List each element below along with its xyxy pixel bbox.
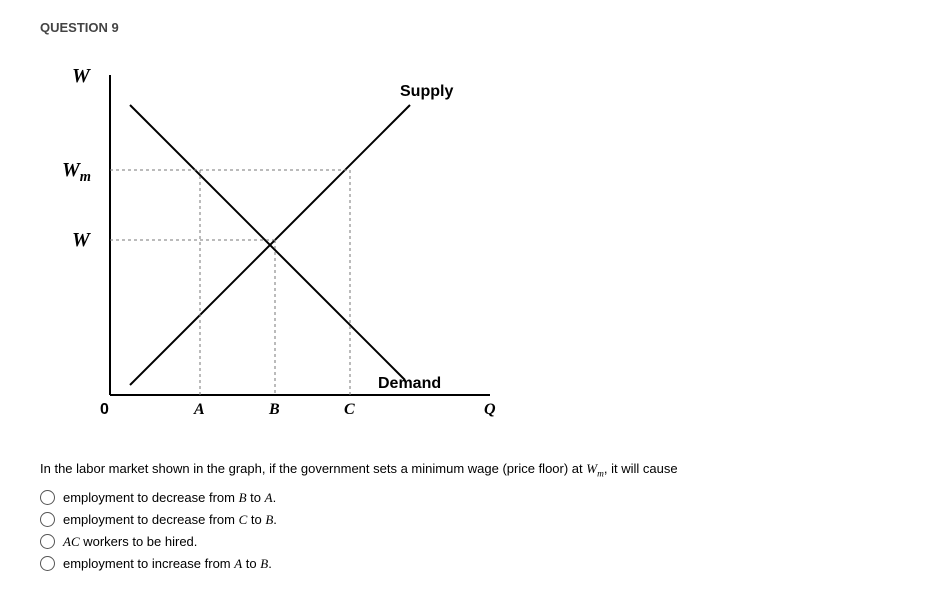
labor-market-chart: W Wm W 0 A B C Q Supply Demand bbox=[50, 55, 570, 435]
prompt-var-sub: m bbox=[597, 470, 604, 480]
answer-option[interactable]: AC workers to be hired. bbox=[40, 534, 891, 550]
radio-button[interactable] bbox=[40, 512, 55, 527]
radio-button[interactable] bbox=[40, 534, 55, 549]
answer-option[interactable]: employment to decrease from B to A. bbox=[40, 490, 891, 506]
option-text: employment to increase from A to B. bbox=[63, 556, 272, 572]
demand-label: Demand bbox=[378, 375, 441, 393]
y-axis-top-label: W bbox=[72, 65, 90, 88]
answer-options: employment to decrease from B to A. emplo… bbox=[40, 490, 891, 572]
x-label-c: C bbox=[344, 401, 355, 419]
radio-button[interactable] bbox=[40, 490, 55, 505]
w-level-label: W bbox=[72, 229, 90, 252]
option-text: AC workers to be hired. bbox=[63, 534, 197, 550]
x-axis-end-label: Q bbox=[484, 401, 496, 419]
wm-label-main: W bbox=[62, 159, 80, 181]
demand-curve bbox=[130, 105, 405, 380]
answer-option[interactable]: employment to increase from A to B. bbox=[40, 556, 891, 572]
question-prompt: In the labor market shown in the graph, … bbox=[40, 459, 891, 482]
prompt-var: W bbox=[586, 461, 597, 476]
option-text: employment to decrease from C to B. bbox=[63, 512, 277, 528]
prompt-suffix: , it will cause bbox=[604, 461, 678, 476]
prompt-prefix: In the labor market shown in the graph, … bbox=[40, 461, 586, 476]
x-label-a: A bbox=[194, 401, 205, 419]
supply-label: Supply bbox=[400, 83, 453, 101]
question-title: QUESTION 9 bbox=[40, 20, 891, 35]
option-text: employment to decrease from B to A. bbox=[63, 490, 276, 506]
wm-label: Wm bbox=[62, 159, 91, 186]
answer-option[interactable]: employment to decrease from C to B. bbox=[40, 512, 891, 528]
radio-button[interactable] bbox=[40, 556, 55, 571]
origin-label: 0 bbox=[100, 401, 109, 419]
wm-label-sub: m bbox=[80, 169, 91, 185]
x-label-b: B bbox=[269, 401, 280, 419]
